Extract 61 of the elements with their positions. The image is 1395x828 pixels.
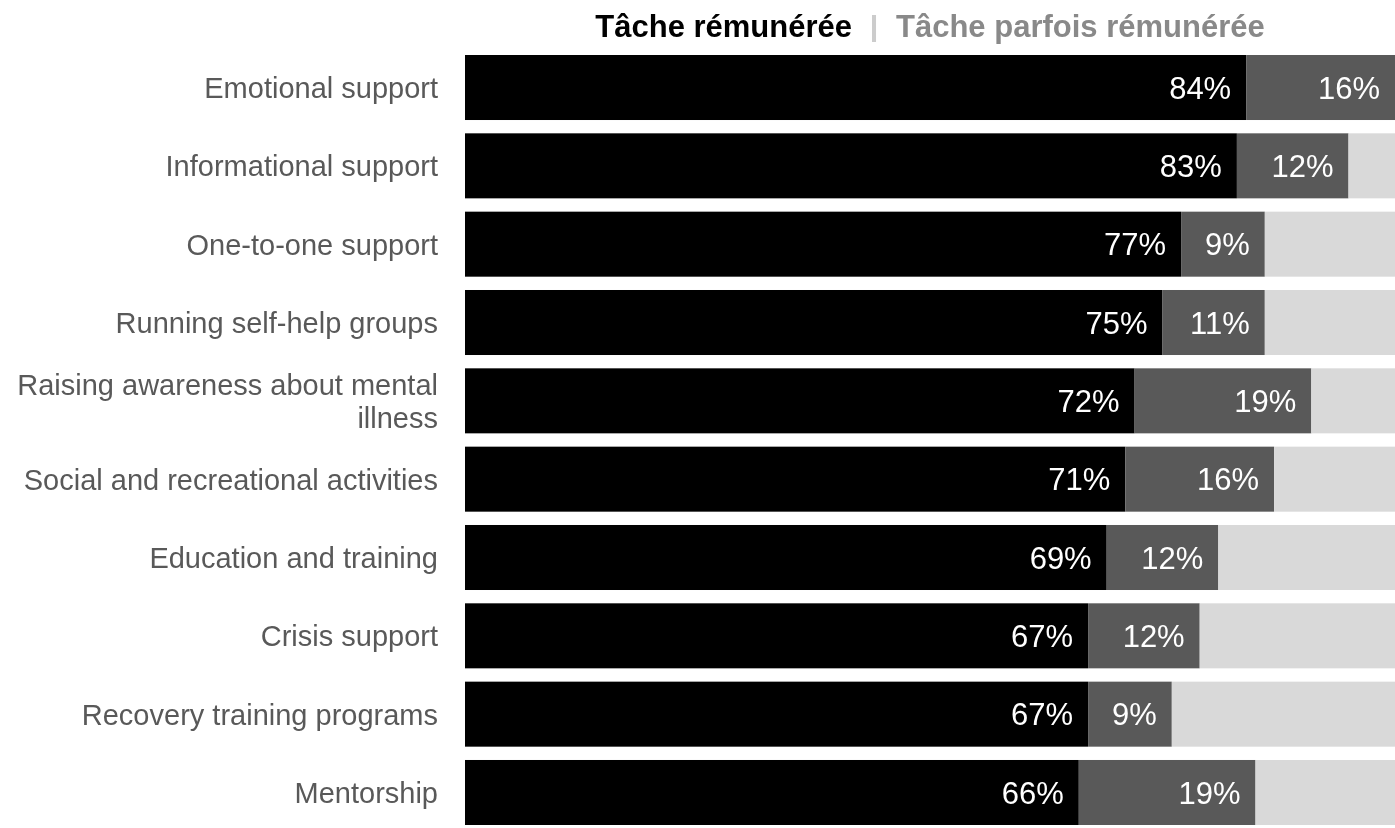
bar — [1255, 759, 1395, 825]
bar — [465, 446, 1126, 512]
bar — [1311, 368, 1395, 434]
y-tick-label: Emotional support — [204, 71, 438, 104]
data-label: 12% — [1271, 149, 1334, 184]
data-label: 19% — [1234, 383, 1297, 419]
bar — [465, 681, 1089, 747]
data-label: 11% — [1190, 305, 1250, 341]
bar — [1218, 524, 1395, 591]
data-label: 71% — [1048, 462, 1111, 498]
data-label: 9% — [1111, 697, 1157, 733]
data-label: 16% — [1197, 462, 1260, 498]
bar — [465, 290, 1163, 356]
data-label: 83% — [1159, 149, 1222, 184]
series-label: Tâche parfois rémunérée — [896, 9, 1265, 44]
bar — [1264, 211, 1395, 277]
bar — [1125, 446, 1275, 512]
bar — [465, 368, 1135, 434]
data-label: 12% — [1141, 540, 1204, 576]
data-label: 75% — [1085, 305, 1148, 341]
data-label: 77% — [1104, 227, 1167, 263]
data-label: 19% — [1178, 775, 1241, 811]
y-tick-label: Raising awareness about mental illness — [17, 368, 438, 434]
data-label: 72% — [1057, 383, 1120, 419]
bar — [1078, 759, 1256, 825]
bar — [1199, 603, 1395, 669]
data-label: 69% — [1029, 540, 1092, 576]
data-label: 67% — [1011, 697, 1074, 733]
bar — [1134, 368, 1312, 434]
y-tick-label: Social and recreational activities — [23, 463, 438, 496]
bar — [465, 603, 1089, 669]
bar — [1274, 446, 1395, 512]
data-label: 9% — [1204, 227, 1250, 263]
bar — [1106, 524, 1219, 591]
bar — [1088, 603, 1200, 669]
data-label: 66% — [1001, 775, 1064, 811]
y-tick-label: Running self-help groups — [115, 306, 438, 339]
bar — [465, 759, 1079, 825]
data-label: 12% — [1122, 618, 1185, 654]
y-tick-label: Education and training — [149, 541, 438, 574]
y-tick-label: Informational support — [165, 150, 438, 183]
bar — [1264, 290, 1395, 356]
bar — [1246, 55, 1395, 121]
bar — [465, 211, 1182, 277]
data-label: 67% — [1011, 618, 1074, 654]
data-label: 16% — [1317, 70, 1380, 106]
bar — [1088, 681, 1172, 747]
bar — [465, 55, 1247, 121]
y-tick-label: Crisis support — [260, 620, 438, 653]
series-label: Tâche rémunérée — [595, 9, 853, 44]
bar — [465, 133, 1237, 199]
bar — [1348, 133, 1395, 199]
bar — [465, 524, 1107, 591]
y-tick-label: Recovery training programs — [81, 698, 438, 731]
data-label: 84% — [1169, 70, 1232, 106]
bar — [1236, 133, 1349, 199]
y-tick-label: One-to-one support — [186, 228, 438, 261]
bar — [1181, 211, 1265, 277]
y-tick-label: Mentorship — [294, 776, 438, 809]
bar — [1162, 290, 1265, 356]
bar — [1171, 681, 1395, 747]
